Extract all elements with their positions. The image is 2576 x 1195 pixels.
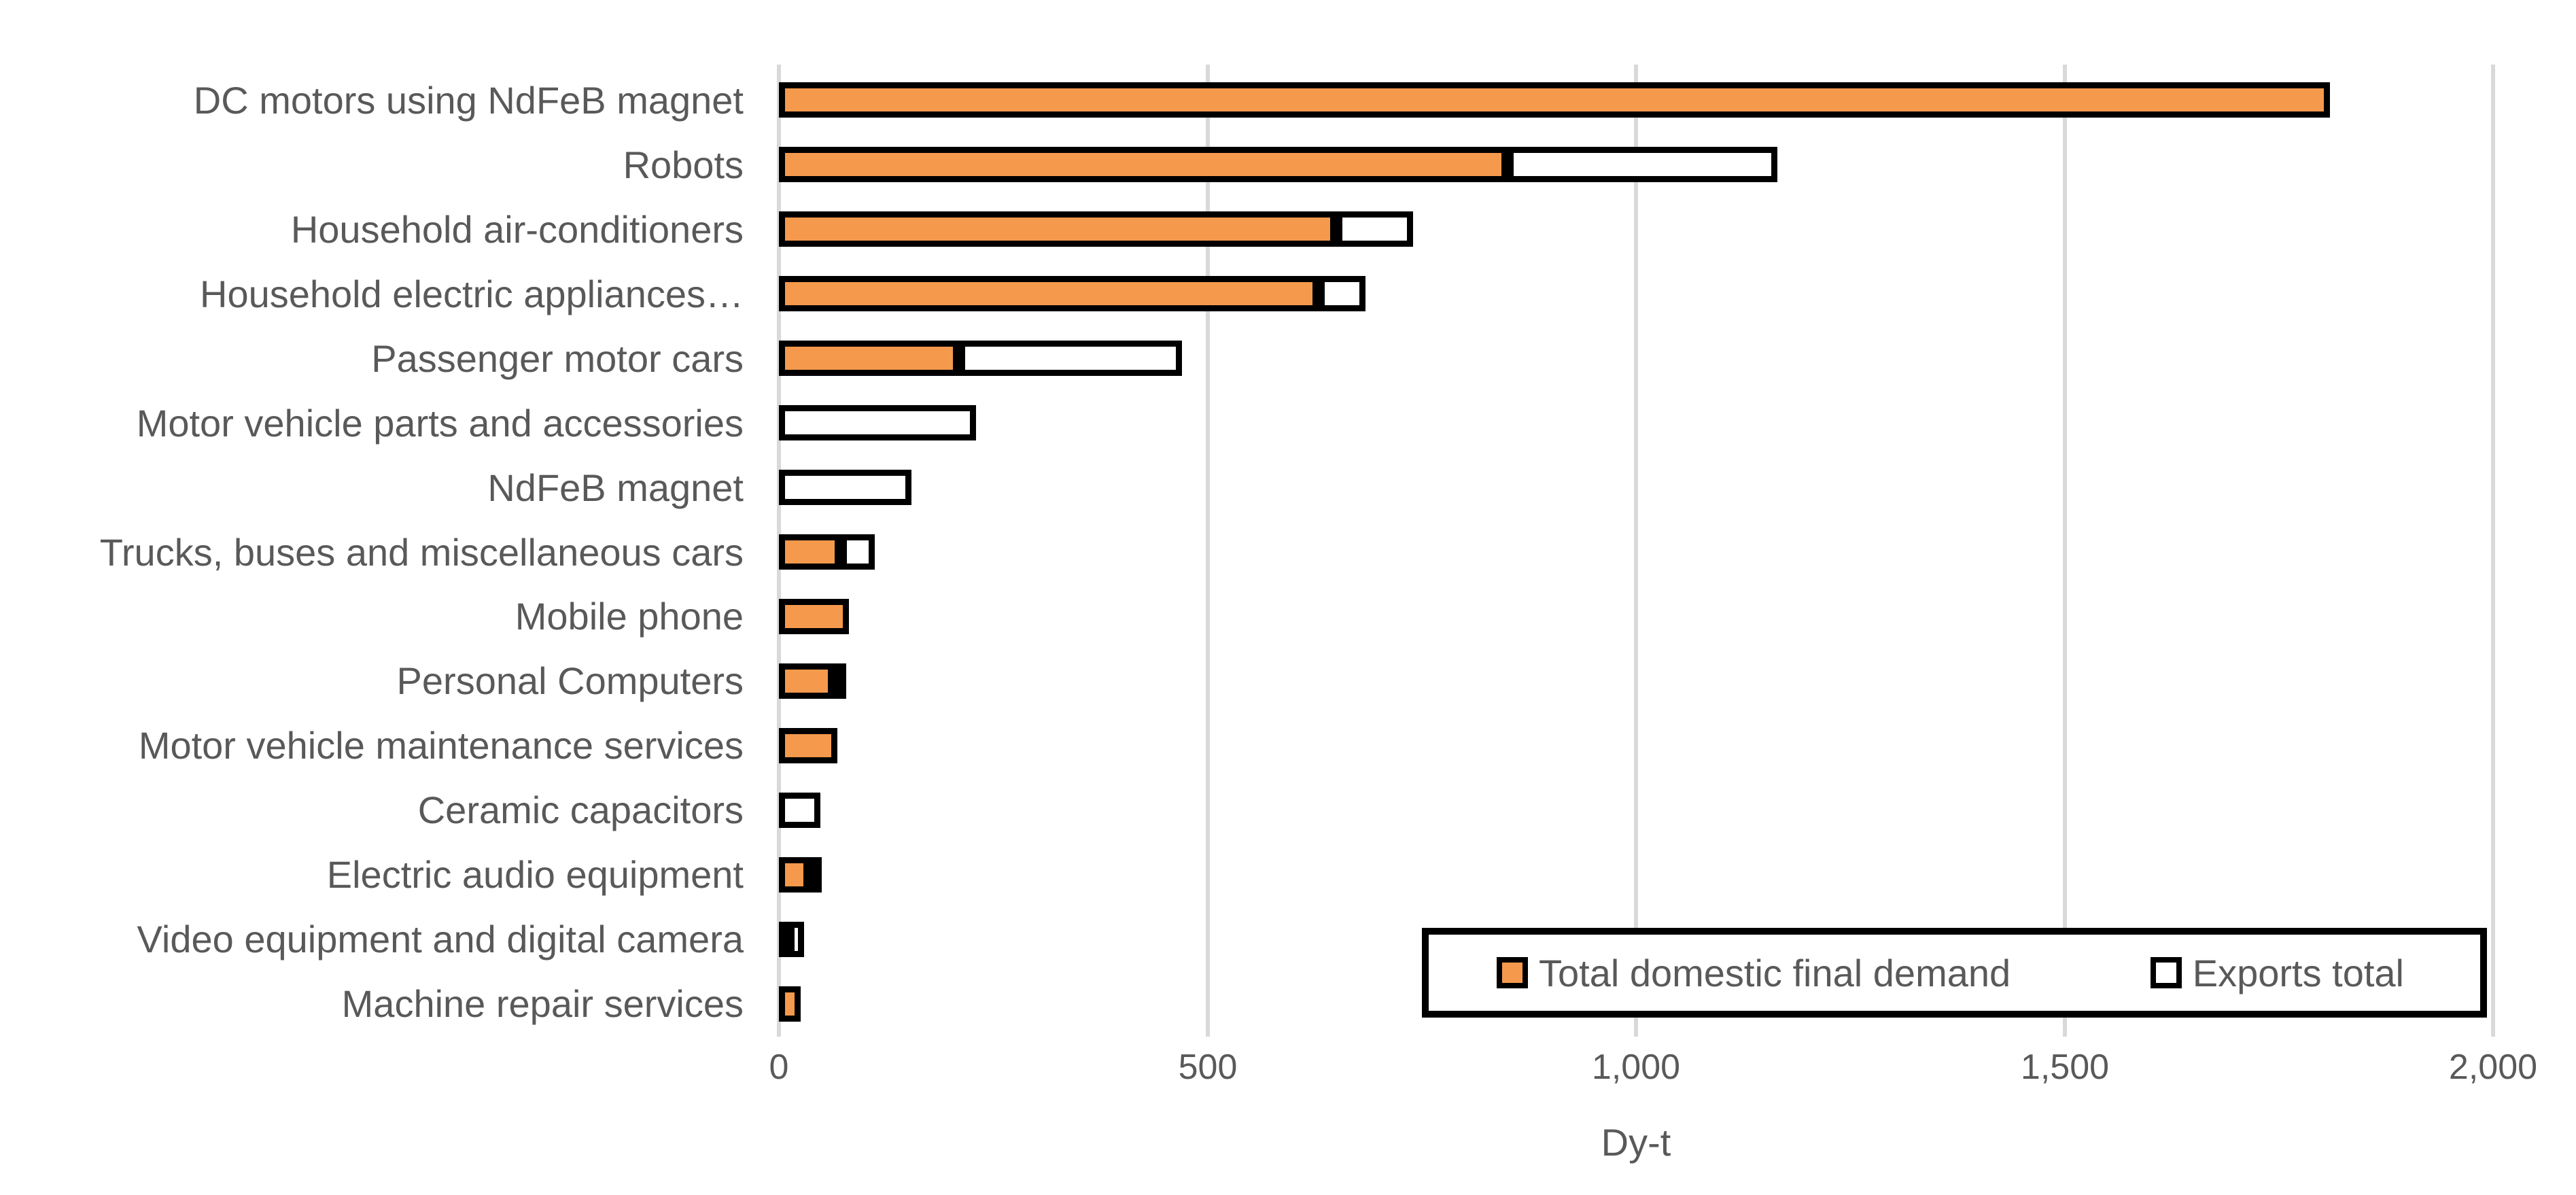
gridline-500 (1205, 65, 1210, 1037)
bar-segment-domestic (779, 922, 791, 957)
bar-segment-exports (779, 405, 976, 440)
x-tick-label: 1,000 (1591, 1047, 1681, 1087)
category-label: Machine repair services (341, 982, 744, 1025)
bar-segment-exports (841, 534, 875, 570)
bar-segment-exports (788, 922, 804, 957)
category-label: Passenger motor cars (371, 337, 744, 380)
plot-area (777, 65, 2495, 1037)
bar-segment-domestic (779, 82, 2330, 118)
bar-segment-exports (1508, 147, 1777, 182)
bar-segment-exports (834, 663, 846, 699)
legend-label-exports: Exports total (2192, 951, 2404, 994)
bar-segment-exports (810, 857, 822, 893)
bar-segment-exports (959, 341, 1182, 376)
legend-marker-domestic (1497, 957, 1528, 988)
gridline-1,500 (2062, 65, 2067, 1037)
category-label: Household air-conditioners (290, 208, 744, 251)
gridline-1,000 (1634, 65, 1638, 1037)
x-tick-label: 1,500 (2020, 1047, 2110, 1087)
bar-segment-exports (779, 793, 820, 828)
bar-segment-exports (1336, 211, 1413, 247)
bar-segment-exports (779, 470, 911, 505)
category-label: Trucks, buses and miscellaneous cars (99, 531, 744, 574)
category-label: Mobile phone (515, 595, 744, 638)
category-label: Motor vehicle maintenance services (138, 724, 744, 767)
x-axis-title: Dy-t (1601, 1121, 1671, 1164)
bar-segment-exports (1319, 276, 1365, 311)
legend-item-domestic: Total domestic final demand (1497, 951, 2011, 995)
category-label: Electric audio equipment (326, 853, 744, 896)
x-tick-label: 2,000 (2448, 1047, 2538, 1087)
legend-item-exports: Exports total (2150, 951, 2404, 995)
legend: Total domestic final demand Exports tota… (1422, 928, 2487, 1018)
category-label: Household electric appliances… (200, 273, 744, 315)
category-label: DC motors using NdFeB magnet (193, 79, 744, 122)
x-tick-label: 500 (1178, 1047, 1238, 1087)
bar-segment-domestic (779, 857, 810, 893)
category-label: Ceramic capacitors (417, 789, 744, 831)
bar-segment-domestic (779, 534, 841, 570)
legend-label-domestic: Total domestic final demand (1539, 951, 2011, 994)
gridline-2,000 (2491, 65, 2495, 1037)
bar-segment-domestic (779, 341, 959, 376)
bar-segment-domestic (779, 599, 849, 634)
bar-segment-domestic (779, 663, 834, 699)
legend-marker-exports (2150, 957, 2182, 988)
x-tick-label: 0 (769, 1047, 789, 1087)
bar-segment-domestic (779, 986, 801, 1022)
category-label: NdFeB magnet (487, 466, 744, 509)
bar-segment-domestic (779, 211, 1336, 247)
category-label: Video equipment and digital camera (137, 918, 744, 960)
bar-segment-domestic (779, 728, 837, 763)
category-label: Personal Computers (396, 659, 744, 702)
category-label: Motor vehicle parts and accessories (136, 402, 744, 445)
category-label: Robots (623, 143, 744, 186)
bar-segment-domestic (779, 276, 1319, 311)
bar-segment-domestic (779, 147, 1508, 182)
